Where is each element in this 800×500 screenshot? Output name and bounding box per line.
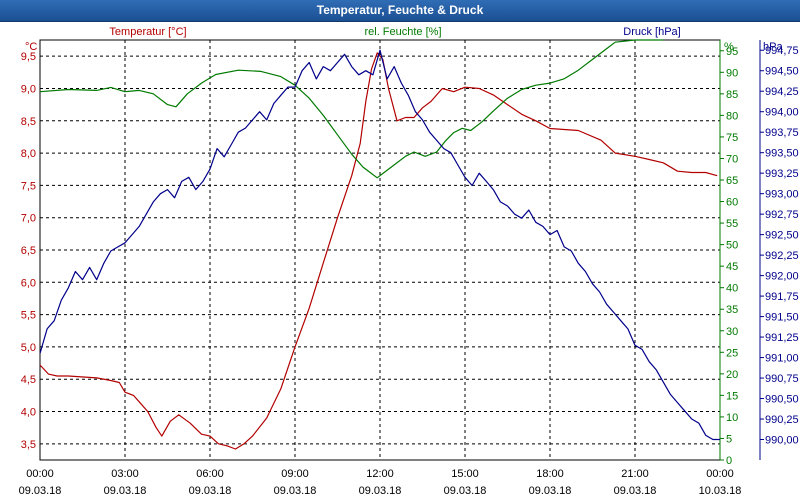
pressure-tick-label: 992,50 bbox=[765, 230, 799, 242]
humidity-tick-label: 90 bbox=[726, 67, 738, 79]
series-layer bbox=[39, 39, 720, 450]
humidity-tick-label: 40 bbox=[726, 283, 738, 295]
chart-title: Temperatur, Feuchte & Druck bbox=[316, 3, 484, 17]
temp-tick-label: 9,5 bbox=[21, 51, 36, 63]
x-tick-date-label: 09.03.18 bbox=[359, 485, 402, 497]
humidity-axis-label: rel. Feuchte [%] bbox=[364, 26, 441, 38]
temp-tick-label: 5,5 bbox=[21, 310, 36, 322]
title-bar: Temperatur, Feuchte & Druck bbox=[0, 0, 800, 22]
pressure-unit-label: hPa bbox=[763, 41, 783, 53]
temp-tick-label: 7,5 bbox=[21, 180, 36, 192]
pressure-tick-label: 990,00 bbox=[765, 435, 799, 447]
x-tick-time-label: 03:00 bbox=[111, 468, 139, 480]
humidity-tick-label: 35 bbox=[726, 304, 738, 316]
pressure-tick-label: 991,50 bbox=[765, 312, 799, 324]
x-tick-date-label: 10.03.18 bbox=[699, 485, 742, 497]
pressure-tick-label: 993,50 bbox=[765, 148, 799, 160]
temp-axis-label: Temperatur [°C] bbox=[109, 26, 186, 38]
humidity-unit-label: % bbox=[724, 41, 734, 53]
temp-tick-label: 7,0 bbox=[21, 213, 36, 225]
humidity-tick-label: 0 bbox=[726, 455, 732, 467]
axes: 00:00 09.03.18 03:00 09.03.18 06:00 09.03.18 0… bbox=[19, 40, 799, 497]
pressure-tick-label: 992,25 bbox=[765, 250, 799, 262]
x-tick-date-label: 09.03.18 bbox=[529, 485, 572, 497]
humidity-tick-label: 30 bbox=[726, 326, 738, 338]
pressure-tick-label: 993,75 bbox=[765, 127, 799, 139]
pressure-tick-label: 994,50 bbox=[765, 66, 799, 78]
humidity-tick-label: 25 bbox=[726, 347, 738, 359]
x-tick-time-label: 12:00 bbox=[366, 468, 394, 480]
pressure-tick-label: 992,75 bbox=[765, 209, 799, 221]
x-tick-time-label: 18:00 bbox=[536, 468, 564, 480]
humidity-tick-label: 10 bbox=[726, 412, 738, 424]
pressure-axis-label: Druck [hPa] bbox=[623, 26, 680, 38]
humidity-tick-label: 20 bbox=[726, 369, 738, 381]
pressure-tick-label: 991,25 bbox=[765, 332, 799, 344]
pressure-tick-label: 993,00 bbox=[765, 189, 799, 201]
x-tick-date-label: 09.03.18 bbox=[274, 485, 317, 497]
humidity-tick-label: 95 bbox=[726, 46, 738, 58]
humidity-tick-label: 65 bbox=[726, 175, 738, 187]
humidity-series-line bbox=[39, 39, 664, 179]
chart: 00:00 09.03.18 03:00 09.03.18 06:00 09.03.18 0… bbox=[19, 26, 799, 497]
humidity-tick-label: 75 bbox=[726, 132, 738, 144]
pressure-tick-label: 994,75 bbox=[765, 45, 799, 57]
humidity-tick-label: 45 bbox=[726, 261, 738, 273]
temp-tick-label: 5,0 bbox=[21, 342, 36, 354]
temp-tick-label: 6,5 bbox=[21, 245, 36, 257]
pressure-tick-label: 992,00 bbox=[765, 271, 799, 283]
humidity-tick-label: 60 bbox=[726, 197, 738, 209]
x-tick-date-label: 09.03.18 bbox=[189, 485, 232, 497]
temp-tick-label: 3,5 bbox=[21, 439, 36, 451]
x-tick-date-label: 09.03.18 bbox=[19, 485, 62, 497]
pressure-tick-label: 994,25 bbox=[765, 86, 799, 98]
pressure-tick-label: 993,25 bbox=[765, 168, 799, 180]
temp-tick-label: 8,5 bbox=[21, 116, 36, 128]
pressure-tick-label: 994,00 bbox=[765, 107, 799, 119]
x-tick-date-label: 09.03.18 bbox=[614, 485, 657, 497]
humidity-tick-label: 55 bbox=[726, 218, 738, 230]
temp-tick-label: 6,0 bbox=[21, 277, 36, 289]
temp-tick-label: 8,0 bbox=[21, 148, 36, 160]
humidity-tick-label: 80 bbox=[726, 110, 738, 122]
humidity-tick-label: 5 bbox=[726, 433, 732, 445]
pressure-tick-label: 990,25 bbox=[765, 414, 799, 426]
x-tick-time-label: 00:00 bbox=[706, 468, 734, 480]
grid-lines bbox=[40, 40, 720, 460]
pressure-series-line bbox=[39, 49, 720, 441]
pressure-tick-label: 991,75 bbox=[765, 291, 799, 303]
humidity-tick-label: 85 bbox=[726, 89, 738, 101]
temp-tick-label: 9,0 bbox=[21, 83, 36, 95]
x-tick-time-label: 09:00 bbox=[281, 468, 309, 480]
x-tick-time-label: 00:00 bbox=[26, 468, 54, 480]
humidity-tick-label: 15 bbox=[726, 390, 738, 402]
x-tick-date-label: 09.03.18 bbox=[444, 485, 487, 497]
temp-tick-label: 4,0 bbox=[21, 407, 36, 419]
temp-tick-label: 4,5 bbox=[21, 374, 36, 386]
pressure-tick-label: 990,75 bbox=[765, 373, 799, 385]
x-tick-time-label: 06:00 bbox=[196, 468, 224, 480]
pressure-tick-label: 991,00 bbox=[765, 353, 799, 365]
x-tick-time-label: 15:00 bbox=[451, 468, 479, 480]
x-tick-date-label: 09.03.18 bbox=[104, 485, 147, 497]
x-tick-time-label: 21:00 bbox=[621, 468, 649, 480]
humidity-tick-label: 50 bbox=[726, 240, 738, 252]
pressure-tick-label: 990,50 bbox=[765, 394, 799, 406]
humidity-tick-label: 70 bbox=[726, 153, 738, 165]
temp-unit-label: °C bbox=[25, 41, 37, 53]
